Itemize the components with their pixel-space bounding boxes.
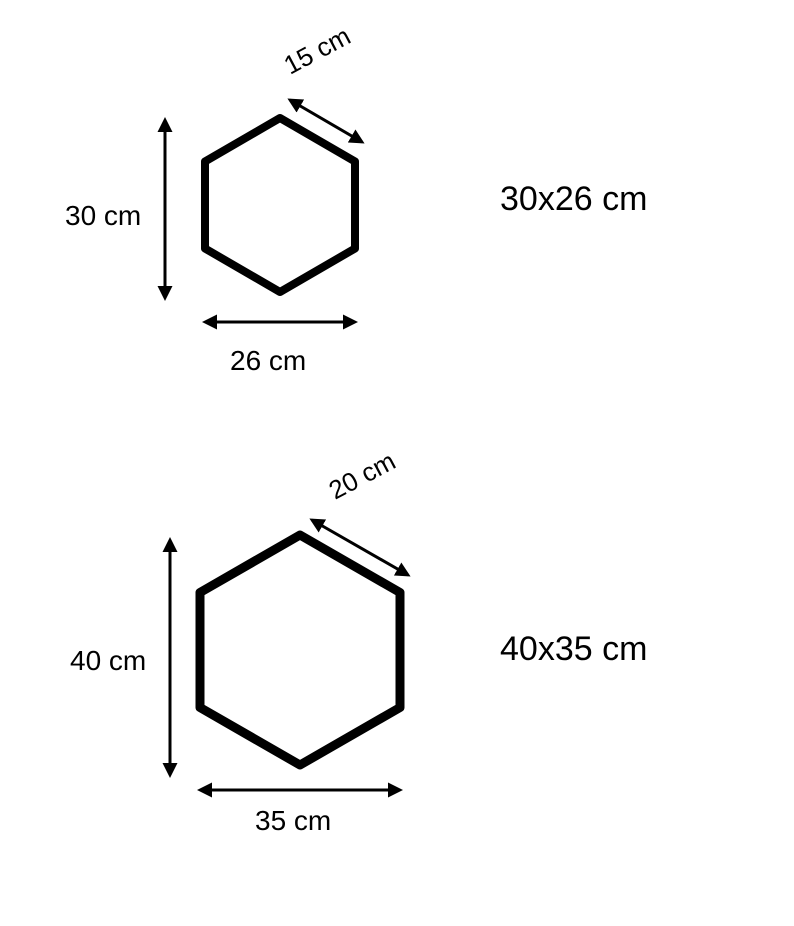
size-title: 30x26 cm xyxy=(500,180,647,218)
hexagon-small xyxy=(205,118,355,292)
width-label: 35 cm xyxy=(255,805,331,836)
hexagon-group-small: 30 cm 26 cm 15 cm 30x26 cm xyxy=(65,21,647,376)
height-label: 40 cm xyxy=(70,645,146,676)
dimension-arrow xyxy=(290,100,362,142)
hexagon-large xyxy=(200,535,400,765)
width-label: 26 cm xyxy=(230,345,306,376)
hexagon-group-large: 40 cm 35 cm 20 cm 40x35 cm xyxy=(70,446,647,836)
side-label: 20 cm xyxy=(324,446,401,506)
side-label: 15 cm xyxy=(279,21,356,81)
size-title: 40x35 cm xyxy=(500,630,647,668)
height-label: 30 cm xyxy=(65,200,141,231)
